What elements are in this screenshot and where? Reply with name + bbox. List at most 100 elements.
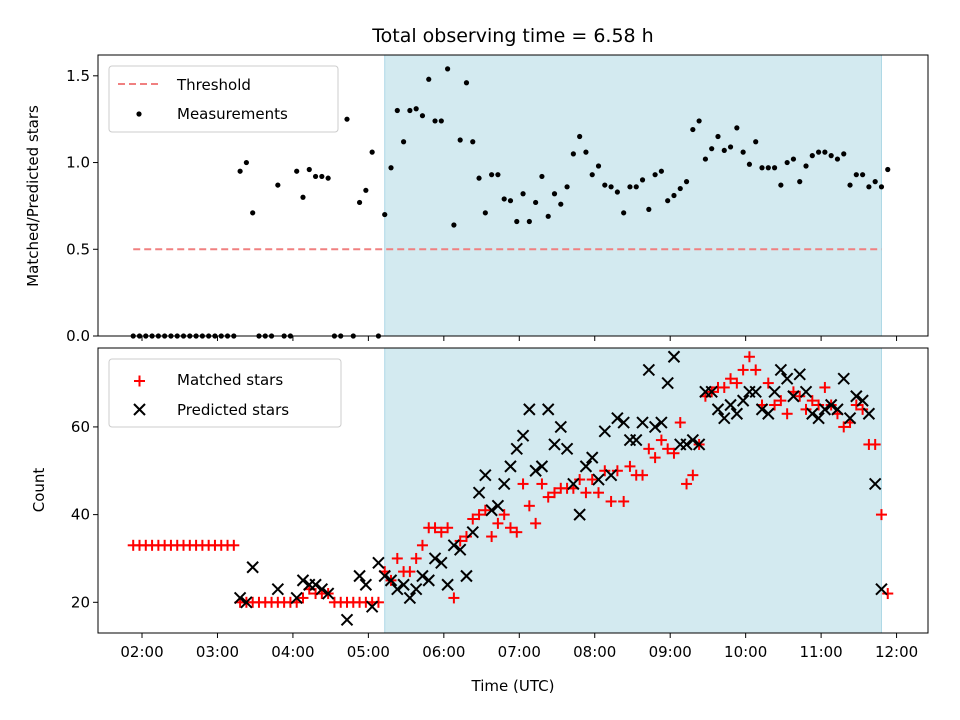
- predicted-star-point: [806, 407, 819, 420]
- matched-star-point: [725, 373, 737, 385]
- predicted-star-point: [648, 420, 662, 434]
- predicted-star-point: [290, 591, 303, 605]
- predicted-star-point: [762, 407, 775, 420]
- matched-star-point: [410, 552, 422, 564]
- measurement-point: [759, 165, 765, 171]
- measurement-point: [608, 184, 614, 190]
- measurement-point: [400, 139, 407, 145]
- predicted-star-point: [233, 591, 247, 605]
- measurement-point: [520, 191, 526, 197]
- matched-star-point: [467, 513, 479, 525]
- predicted-star-point: [824, 398, 838, 412]
- predicted-star-point: [372, 556, 385, 570]
- matched-star-point: [479, 504, 491, 516]
- matched-legend-label: Matched stars: [177, 371, 283, 389]
- measurement-point: [413, 106, 419, 112]
- matched-star-point: [536, 478, 548, 490]
- matched-star-point: [228, 539, 240, 551]
- measurement-point: [476, 175, 482, 181]
- measurement-point: [445, 66, 451, 72]
- measurement-point: [815, 149, 822, 155]
- measurement-point: [614, 189, 620, 195]
- xtick-label: 06:00: [422, 643, 465, 661]
- matched-star-point: [486, 531, 498, 543]
- measurement-point: [721, 147, 727, 154]
- matched-star-point: [781, 408, 793, 420]
- matched-star-point: [750, 364, 762, 376]
- predicted-star-point: [837, 372, 850, 385]
- matched-star-point: [806, 395, 818, 407]
- measurement-point: [319, 173, 325, 180]
- measurement-point: [237, 168, 243, 174]
- matched-star-point: [662, 443, 674, 455]
- matched-star-point: [813, 399, 825, 411]
- measurement-point: [325, 175, 331, 181]
- measurement-point: [671, 192, 677, 199]
- measurement-point: [533, 199, 539, 206]
- predicted-star-point: [516, 429, 530, 442]
- matched-star-point: [448, 592, 460, 604]
- predicted-star-point: [523, 403, 536, 416]
- matched-star-point: [618, 495, 630, 507]
- matched-star-point: [523, 500, 535, 512]
- matched-star-point: [574, 474, 586, 486]
- matched-star-point: [882, 588, 894, 600]
- measurement-point: [853, 172, 859, 178]
- matched-star-point: [775, 395, 787, 407]
- matched-star-point: [391, 552, 403, 564]
- matched-star-point: [473, 509, 485, 521]
- predicted-star-point: [447, 539, 461, 552]
- predicted-legend-swatch: [133, 403, 146, 416]
- matched-star-point: [454, 535, 466, 547]
- predicted-star-point: [793, 368, 806, 381]
- predicted-star-point: [868, 477, 882, 491]
- measurement-point: [665, 198, 671, 204]
- xtick-label: 04:00: [271, 643, 314, 661]
- predicted-star-point: [378, 569, 391, 583]
- measurement-point: [356, 199, 363, 206]
- measurement-point: [583, 149, 589, 155]
- measurement-point: [709, 146, 715, 152]
- predicted-star-point: [535, 460, 549, 473]
- measurement-point: [621, 210, 627, 216]
- predicted-star-point: [831, 403, 844, 416]
- predicted-star-point: [567, 477, 580, 491]
- predicted-star-point: [611, 411, 624, 425]
- measurement-point: [878, 184, 885, 190]
- measurement-point: [784, 159, 790, 166]
- measurement-point: [740, 149, 746, 155]
- matched-star-point: [649, 452, 661, 464]
- top-ytick-label: 0.5: [66, 240, 90, 258]
- predicted-star-point: [661, 376, 674, 390]
- matched-star-point: [504, 522, 516, 534]
- bottom-axes-frame: [97, 347, 929, 634]
- matched-star-point: [580, 487, 592, 499]
- predicted-star-point: [353, 569, 366, 583]
- measurement-point: [872, 179, 878, 185]
- predicted-star-point: [655, 416, 668, 429]
- matched-star-point: [498, 509, 510, 521]
- measurement-point: [589, 172, 595, 178]
- matched-star-point: [599, 465, 611, 477]
- matched-star-point: [718, 381, 730, 393]
- measurement-point: [394, 107, 400, 114]
- measurement-point: [746, 161, 753, 167]
- predicted-star-point: [730, 407, 744, 420]
- predicted-star-point: [365, 600, 379, 613]
- top-title: Total observing time = 6.58 h: [371, 25, 653, 47]
- predicted-star-point: [428, 552, 442, 565]
- matched-star-point: [542, 491, 554, 503]
- bottom-legend-box: [108, 358, 342, 428]
- predicted-star-point: [692, 438, 706, 451]
- predicted-star-point: [579, 460, 593, 473]
- matched-star-point: [297, 592, 309, 604]
- predicted-star-point: [856, 394, 869, 407]
- predicted-star-point: [642, 363, 656, 377]
- measurement-point: [646, 206, 652, 212]
- matched-star-point: [549, 487, 560, 499]
- predicted-star-point: [416, 569, 429, 583]
- bottom-ytick-label: 40: [71, 506, 90, 524]
- measurement-point: [382, 211, 388, 218]
- measurement-point: [633, 184, 639, 190]
- matched-star-point: [857, 403, 869, 415]
